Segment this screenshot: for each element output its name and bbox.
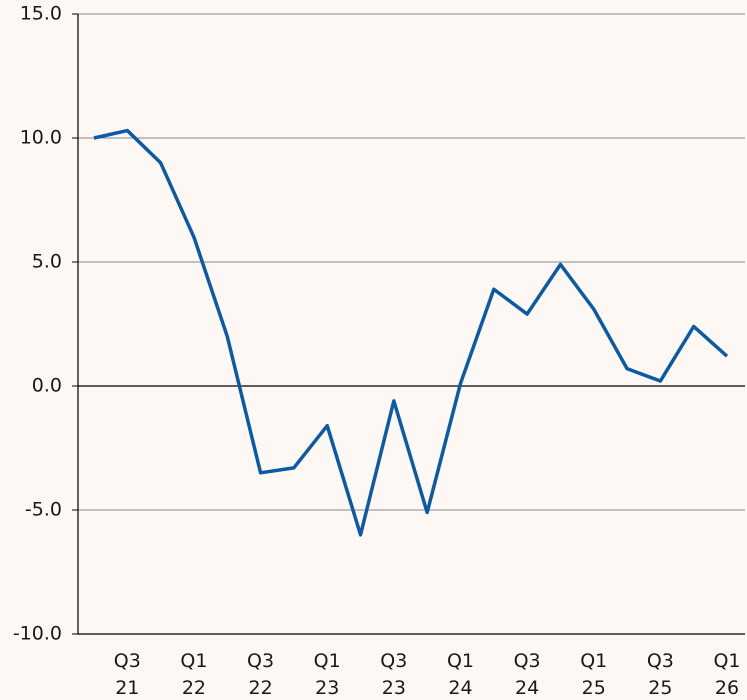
- x-tick-label: Q1 24: [446, 650, 474, 699]
- x-tick-label: Q3 22: [247, 650, 275, 699]
- y-tick-label: -10.0: [13, 623, 62, 645]
- x-tick-label: Q3 25: [646, 650, 674, 699]
- x-tick-label: Q3 24: [513, 650, 541, 699]
- x-tick-label: Q1 23: [313, 650, 341, 699]
- y-tick-label: 10.0: [20, 127, 62, 149]
- x-tick-label: Q3 23: [380, 650, 408, 699]
- y-tick-label: 15.0: [20, 3, 62, 25]
- x-tick-label: Q3 21: [113, 650, 141, 699]
- y-tick-label: -5.0: [25, 499, 62, 521]
- x-tick-label: Q1 26: [713, 650, 741, 699]
- x-tick-label: Q1 22: [180, 650, 208, 699]
- x-tick-label: Q1 25: [580, 650, 608, 699]
- y-tick-label: 5.0: [32, 251, 62, 273]
- data-line: [93, 128, 729, 537]
- y-tick-label: 0.0: [32, 375, 62, 397]
